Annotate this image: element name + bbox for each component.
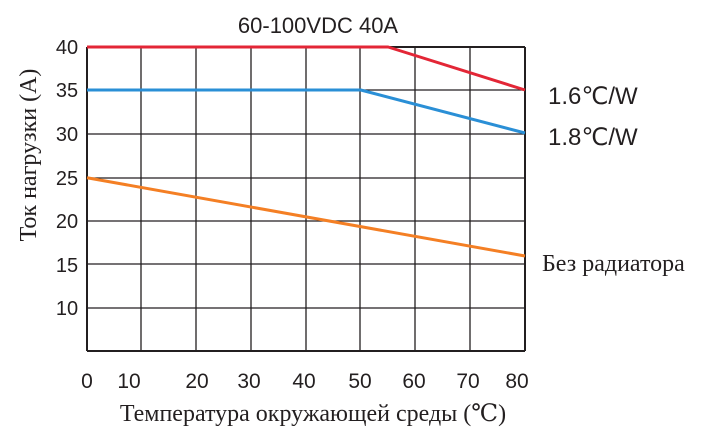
series-label-no-heatsink: Без радиатора [542,251,685,277]
x-tick-labels: 0 10 20 30 40 50 60 70 80 [81,370,529,393]
series-line-1 [87,88,526,135]
y-tick-label: 25 [56,168,78,190]
x-tick-label: 70 [456,370,479,393]
series-label-1-6: 1.6℃/W [548,83,638,110]
y-tick-label: 20 [56,211,78,233]
y-tick-labels: 40 35 30 25 20 15 10 [56,37,78,320]
series-line-2 [86,176,526,258]
y-tick-label: 15 [56,255,78,277]
x-tick-label: 20 [185,370,208,393]
x-tick-label: 0 [81,370,93,393]
chart-title: 60-100VDC 40A [238,13,399,38]
series-lines [86,45,526,258]
x-tick-label: 60 [402,370,425,393]
y-tick-label: 30 [56,124,78,146]
y-tick-label: 40 [56,37,78,59]
y-tick-label: 10 [56,298,78,320]
series-line-0 [87,45,526,92]
x-tick-label: 80 [505,370,528,393]
grid [86,46,526,352]
x-tick-label: 30 [237,370,260,393]
x-tick-label: 50 [348,370,371,393]
series-label-1-8: 1.8℃/W [548,124,638,151]
y-axis-label: Ток нагрузки (А) [16,69,42,242]
x-axis-label: Температура окружающей среды (℃) [120,401,506,427]
x-tick-label: 40 [292,370,315,393]
y-tick-label: 35 [56,80,78,102]
x-tick-label: 10 [117,370,140,393]
